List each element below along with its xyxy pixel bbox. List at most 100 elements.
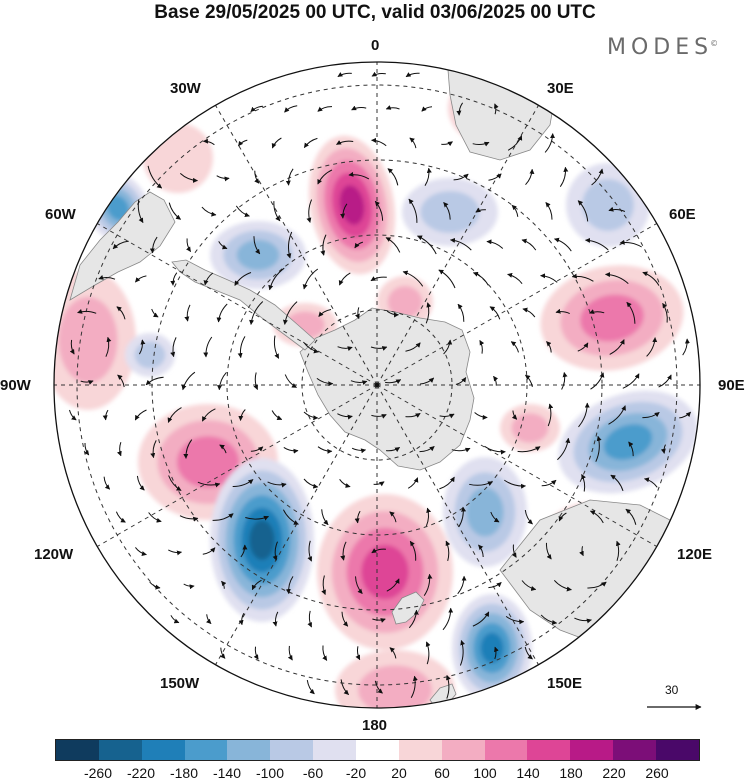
wind-arrow: [203, 336, 213, 358]
colorbar-segment: [270, 740, 314, 760]
wind-arrow: [525, 168, 535, 186]
colorbar-tick-label: -180: [169, 765, 199, 781]
colorbar-tick-label: -220: [126, 765, 156, 781]
colorbar-segment: [227, 740, 271, 760]
wind-arrow: [317, 106, 333, 112]
wind-arrow: [149, 581, 161, 590]
wind-arrow: [303, 137, 318, 149]
wind-arrow: [425, 507, 432, 527]
wind-arrow: [524, 646, 533, 660]
wind-arrow: [202, 547, 216, 555]
brand-logo: MODES©: [607, 35, 721, 60]
anomaly-contour: [603, 424, 653, 460]
wind-arrow: [203, 272, 214, 286]
colorbar-tick-label: 180: [559, 765, 583, 781]
colorbar-tick-label: -100: [255, 765, 285, 781]
wind-arrow: [147, 165, 163, 189]
wind-arrow: [149, 236, 158, 254]
lon-label-90w: 90W: [0, 377, 31, 394]
reference-vector-arrow: [647, 704, 702, 710]
wind-arrow: [455, 377, 467, 385]
wind-arrow: [317, 169, 333, 185]
wind-arrow: [253, 236, 261, 255]
wind-arrow: [184, 304, 191, 322]
lon-label-60w: 60W: [45, 206, 76, 223]
anomaly-contour: [339, 185, 365, 225]
wind-arrow: [137, 199, 144, 224]
wind-arrow: [284, 105, 298, 113]
colorbar-segment: [184, 740, 228, 760]
wind-arrow: [423, 573, 433, 596]
wind-arrow: [540, 614, 558, 625]
wind-arrow: [420, 377, 435, 385]
wind-arrow: [578, 402, 590, 428]
wind-arrow: [355, 307, 360, 320]
wind-arrow: [571, 273, 594, 282]
wind-arrow: [469, 481, 493, 486]
wind-arrow: [555, 308, 570, 315]
wind-arrow: [307, 540, 313, 562]
wind-arrow: [321, 575, 326, 595]
wind-arrow: [443, 339, 453, 355]
wind-arrow: [410, 675, 418, 699]
wind-arrow: [117, 374, 125, 388]
wind-arrow: [69, 339, 75, 355]
wind-arrow: [271, 137, 282, 149]
wind-arrow: [616, 540, 621, 561]
lon-label-0: 0: [371, 37, 380, 54]
anomaly-contour: [106, 195, 130, 221]
anomaly-contour: [58, 296, 118, 384]
wind-arrow: [442, 607, 454, 631]
wind-arrow: [494, 646, 499, 660]
wind-arrow: [151, 308, 159, 318]
wind-arrow: [642, 411, 660, 419]
wind-arrow: [351, 105, 367, 111]
colorbar-segment: [570, 740, 614, 760]
wind-arrow: [589, 510, 604, 524]
wind-arrow: [439, 413, 455, 419]
wind-arrow: [148, 512, 162, 523]
wind-arrow: [238, 409, 246, 421]
wind-arrow: [525, 374, 533, 388]
wind-arrow: [179, 173, 198, 183]
wind-arrow: [117, 442, 122, 457]
wind-arrow: [306, 680, 315, 695]
wind-arrow: [348, 171, 370, 180]
wind-arrow: [521, 238, 537, 251]
wind-arrow: [458, 506, 467, 528]
wind-arrow: [457, 303, 465, 322]
wind-arrow: [456, 102, 464, 116]
colorbar-segment: [141, 740, 185, 760]
wind-arrow: [355, 576, 363, 594]
wind-arrow: [507, 272, 523, 285]
map-boundary: [53, 61, 701, 709]
meridian-line: [97, 223, 378, 386]
south-america: [69, 191, 176, 301]
wind-arrow: [451, 447, 471, 453]
wind-arrow: [389, 647, 397, 659]
wind-arrow: [660, 444, 666, 454]
wind-arrow: [405, 412, 421, 418]
wind-arrow: [386, 310, 399, 318]
anomaly-contour: [236, 239, 280, 271]
wind-arrow: [336, 140, 354, 145]
wind-arrow: [517, 446, 541, 453]
wind-arrow: [553, 579, 572, 592]
colorbar-segment: [56, 740, 99, 760]
wind-arrow: [317, 446, 333, 454]
wind-arrow: [424, 167, 432, 186]
wind-arrow: [489, 306, 501, 320]
wind-arrow: [245, 515, 269, 521]
wind-arrow: [238, 139, 248, 147]
wind-arrow: [115, 511, 126, 523]
wind-arrow: [338, 272, 351, 286]
wind-arrow: [302, 341, 319, 354]
wind-arrow: [350, 380, 368, 386]
meridian-line: [376, 105, 539, 386]
wind-arrow: [355, 646, 361, 661]
wind-arrow: [408, 609, 419, 629]
colorbar-segment: [313, 740, 357, 760]
wind-arrow: [443, 202, 451, 220]
wind-arrow: [544, 133, 556, 153]
wind-arrow: [105, 336, 112, 357]
